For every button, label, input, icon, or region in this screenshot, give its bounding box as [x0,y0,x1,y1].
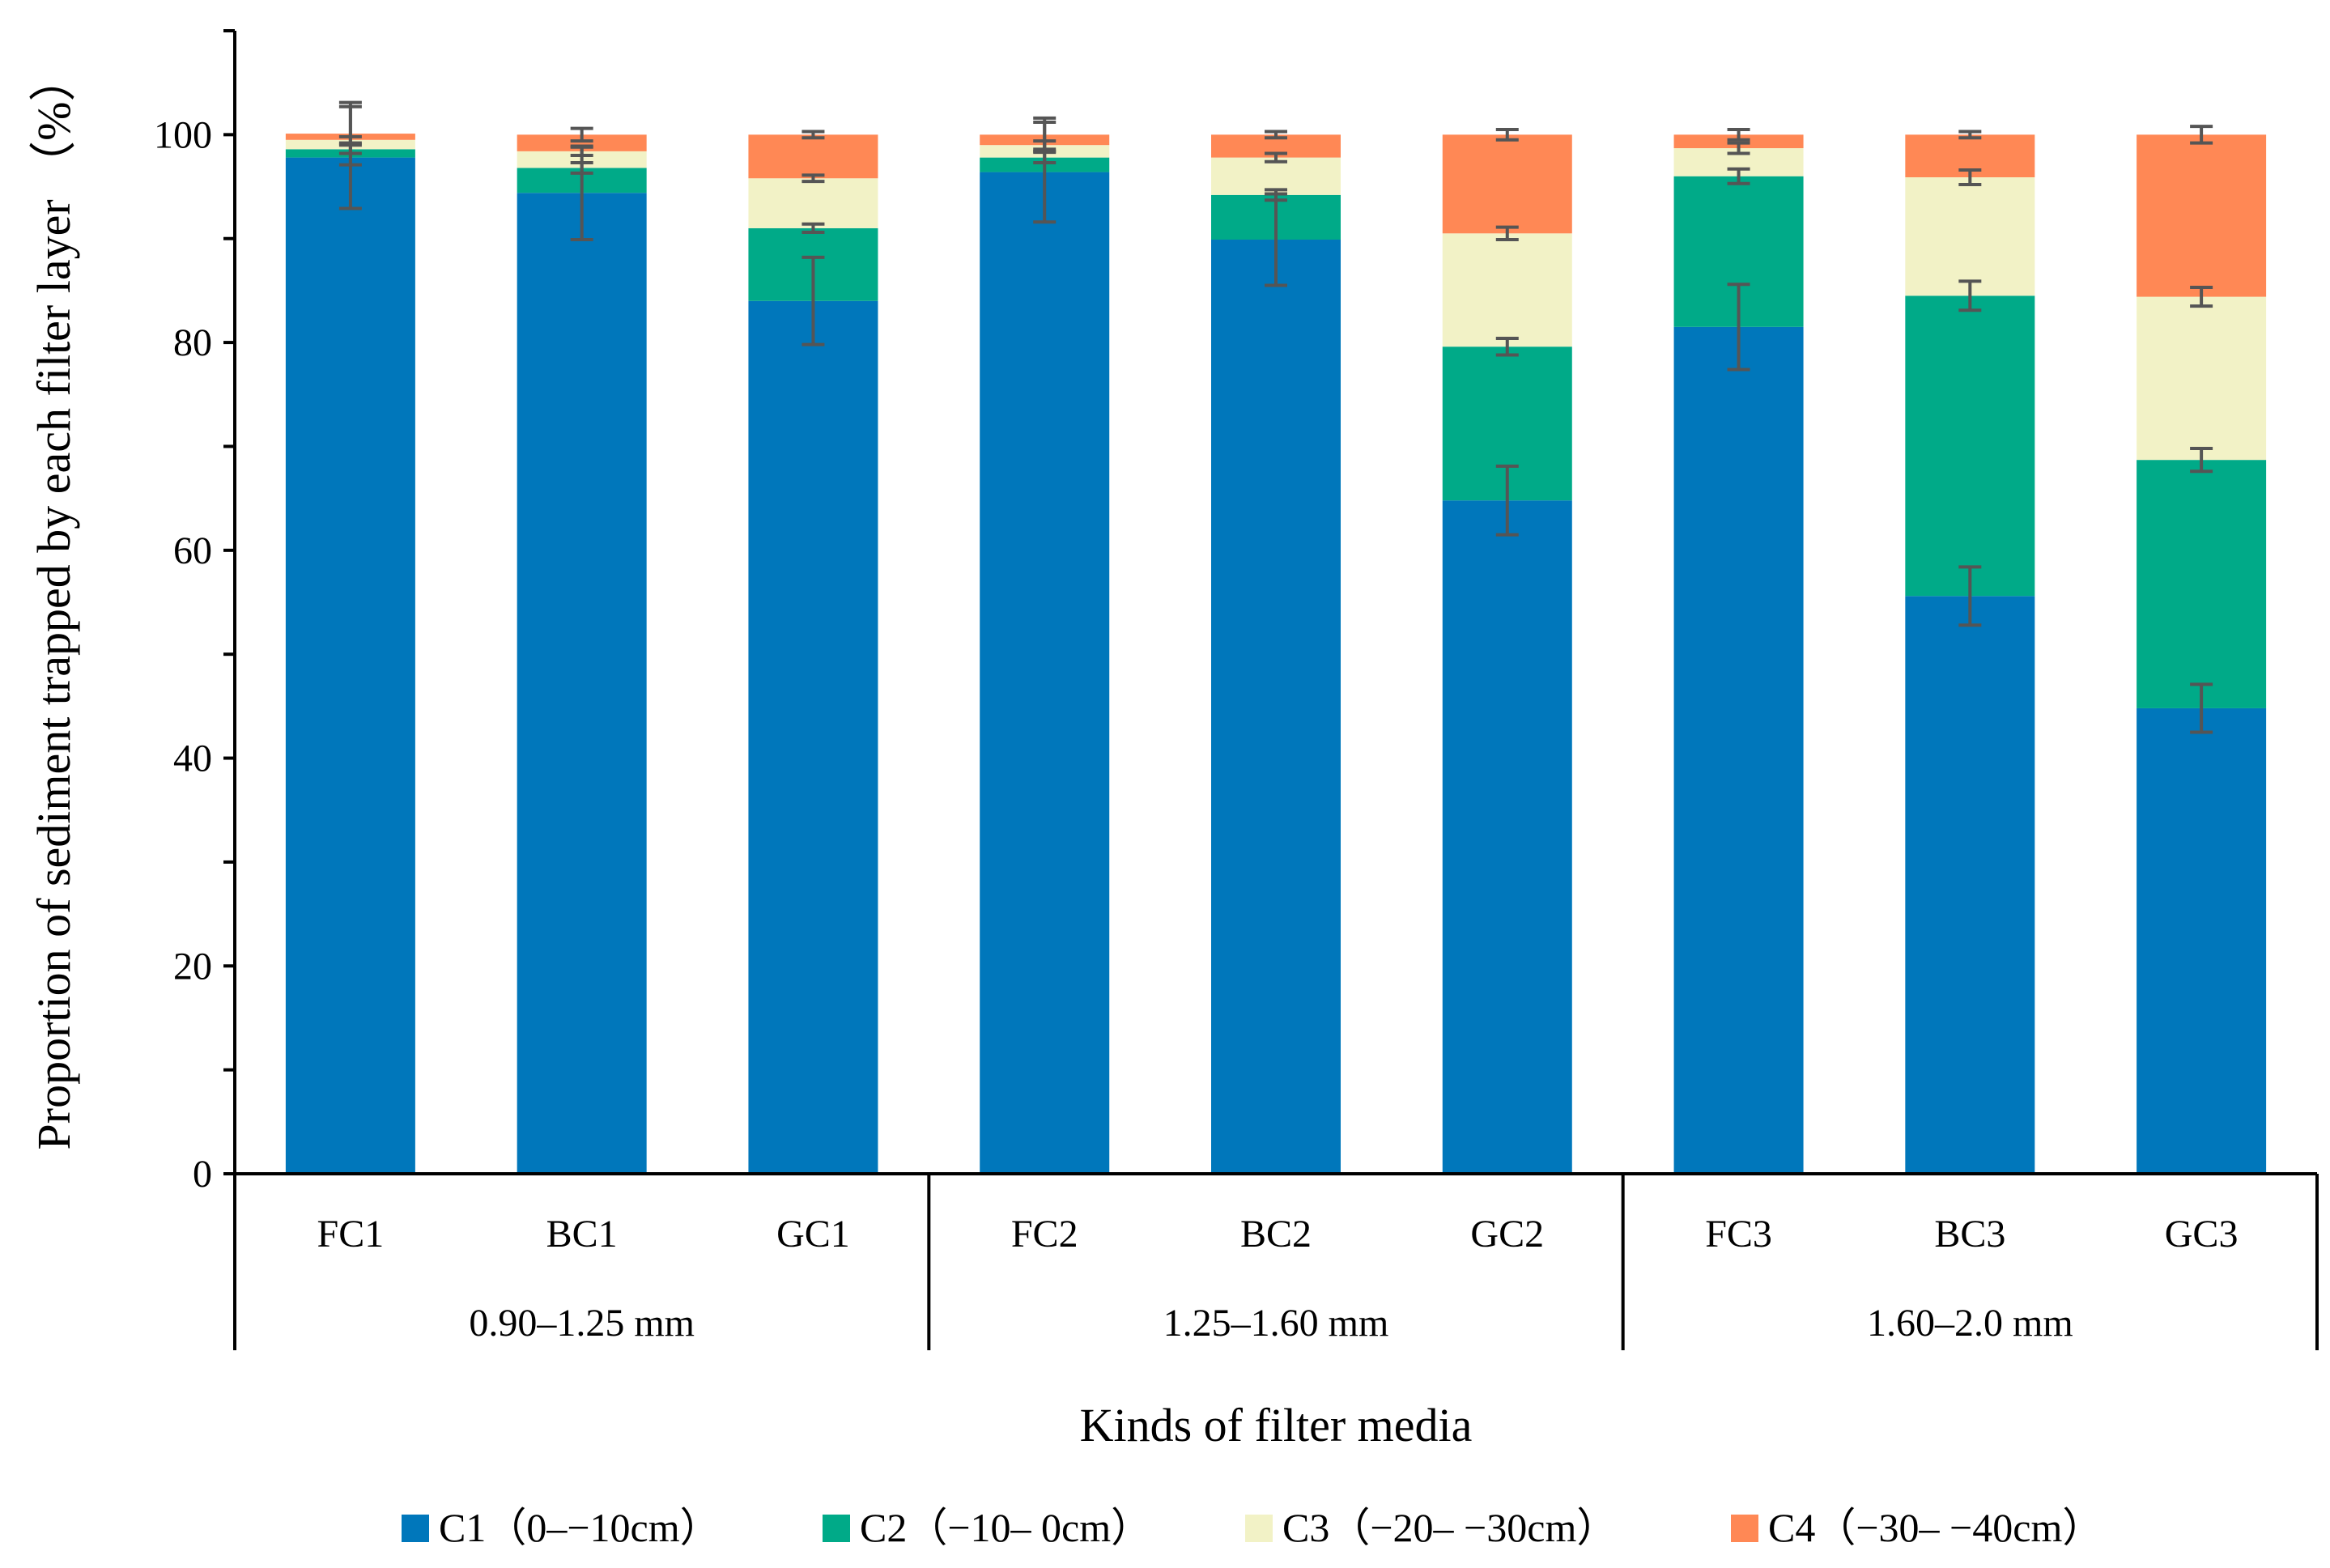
error-bar-fc3-layer-1 [1727,283,1750,372]
error-bar-gc2-layer-4 [1495,127,1519,142]
category-label-bc2: BC2 [1240,1213,1312,1256]
legend-swatch [402,1515,429,1542]
error-bar-bc1-layer-3 [570,145,593,158]
legend: C1（0–−10cm） C2（−10– 0cm） C3（−20– −30cm） C4（… [402,1505,2103,1550]
bar-gc3-layer-2 [2137,460,2267,708]
error-bar-bc1-layer-4 [570,126,593,143]
error-bar-gc2-layer-3 [1495,225,1519,242]
group-label-3: 1.60–2.0 mm [1867,1302,2073,1345]
error-bar-gc3-layer-3 [2190,286,2213,308]
category-label-fc2: FC2 [1011,1213,1078,1256]
category-label-bc1: BC1 [546,1213,618,1256]
error-bar-gc1-layer-2 [801,222,825,235]
legend-label: C1（0–−10cm） [439,1505,721,1550]
y-tick-label: 60 [173,529,212,572]
y-tick-label: 0 [193,1153,212,1196]
error-bar-gc1-layer-4 [801,130,825,140]
bar-gc3-layer-1 [2137,708,2267,1174]
category-label-bc3: BC3 [1934,1213,2005,1256]
bar-bc1-layer-4 [517,134,647,151]
bars-layer [285,134,2267,1175]
y-tick-label: 40 [173,737,212,780]
labels-layer: 0 20 40 60 80 100 FC1 BC1 GC1 FC2 BC2 GC2 FC3 BC3 GC3 0… [154,113,2238,1345]
bar-fc1-layer-1 [285,157,415,1174]
bar-gc2-layer-4 [1442,134,1572,234]
y-axis-title: Proportion of sediment trapped by each f… [28,55,80,1150]
error-bar-gc3-layer-1 [2190,682,2213,734]
category-label-gc1: GC1 [776,1213,850,1256]
x-axis-title: Kinds of filter media [1080,1399,1473,1451]
bar-fc2-layer-1 [980,172,1110,1174]
error-bar-fc2-layer-4 [1033,116,1057,153]
category-label-gc2: GC2 [1470,1213,1544,1256]
bar-gc3-layer-4 [2137,134,2267,297]
category-label-fc1: FC1 [317,1213,385,1256]
legend-label: C3（−20– −30cm） [1282,1505,1617,1550]
bar-gc1-layer-4 [748,134,878,179]
error-bar-bc1-layer-2 [570,161,593,175]
legend-item-2: C2（−10– 0cm） [823,1505,1151,1550]
group-label-2: 1.25–1.60 mm [1163,1302,1389,1345]
bar-fc3-layer-1 [1673,326,1804,1174]
error-bar-bc3-layer-2 [1958,279,1982,312]
error-bar-fc3-layer-2 [1727,167,1750,185]
axes-layer [223,29,2319,1350]
legend-swatch [1731,1515,1758,1542]
error-bar-gc3-layer-2 [2190,447,2213,474]
error-bar-fc3-layer-4 [1727,127,1750,142]
error-bar-bc3-layer-4 [1958,130,1982,140]
error-bar-gc2-layer-1 [1495,464,1519,537]
group-label-1: 0.90–1.25 mm [469,1302,695,1345]
error-bar-gc2-layer-2 [1495,336,1519,357]
bar-gc2-layer-3 [1442,233,1572,347]
legend-swatch [1245,1515,1273,1542]
error-bar-bc2-layer-2 [1265,188,1287,202]
bar-gc2-layer-1 [1442,500,1572,1174]
error-bars-layer [338,100,2213,734]
error-bar-bc3-layer-1 [1958,565,1982,627]
error-bar-bc3-layer-3 [1958,168,1982,186]
bar-gc1-layer-1 [748,300,878,1174]
bar-bc2-layer-1 [1211,240,1341,1175]
category-label-gc3: GC3 [2165,1213,2239,1256]
error-bar-gc1-layer-3 [801,173,825,184]
bar-gc3-layer-3 [2137,296,2267,461]
error-bar-fc1-layer-4 [338,100,362,167]
category-label-fc3: FC3 [1705,1213,1772,1256]
y-tick-label: 20 [173,945,212,988]
error-bar-bc2-layer-3 [1265,151,1287,164]
y-tick-label: 80 [173,321,212,364]
legend-item-1: C1（0–−10cm） [402,1505,721,1550]
legend-label: C4（−30– −40cm） [1768,1505,2103,1550]
legend-swatch [823,1515,850,1542]
bar-bc3-layer-1 [1905,596,2035,1174]
bar-gc1-layer-3 [748,178,878,228]
error-bar-bc2-layer-4 [1265,130,1287,140]
bar-bc3-layer-2 [1905,295,2035,597]
legend-label: C2（−10– 0cm） [860,1505,1151,1550]
bar-bc1-layer-1 [517,193,647,1174]
bar-bc3-layer-3 [1905,176,2035,296]
legend-item-3: C3（−20– −30cm） [1245,1505,1617,1550]
legend-item-4: C4（−30– −40cm） [1731,1505,2103,1550]
error-bar-gc1-layer-1 [801,255,825,346]
error-bar-fc3-layer-3 [1727,141,1750,155]
error-bar-gc3-layer-4 [2190,125,2213,145]
y-tick-label: 100 [154,113,212,156]
